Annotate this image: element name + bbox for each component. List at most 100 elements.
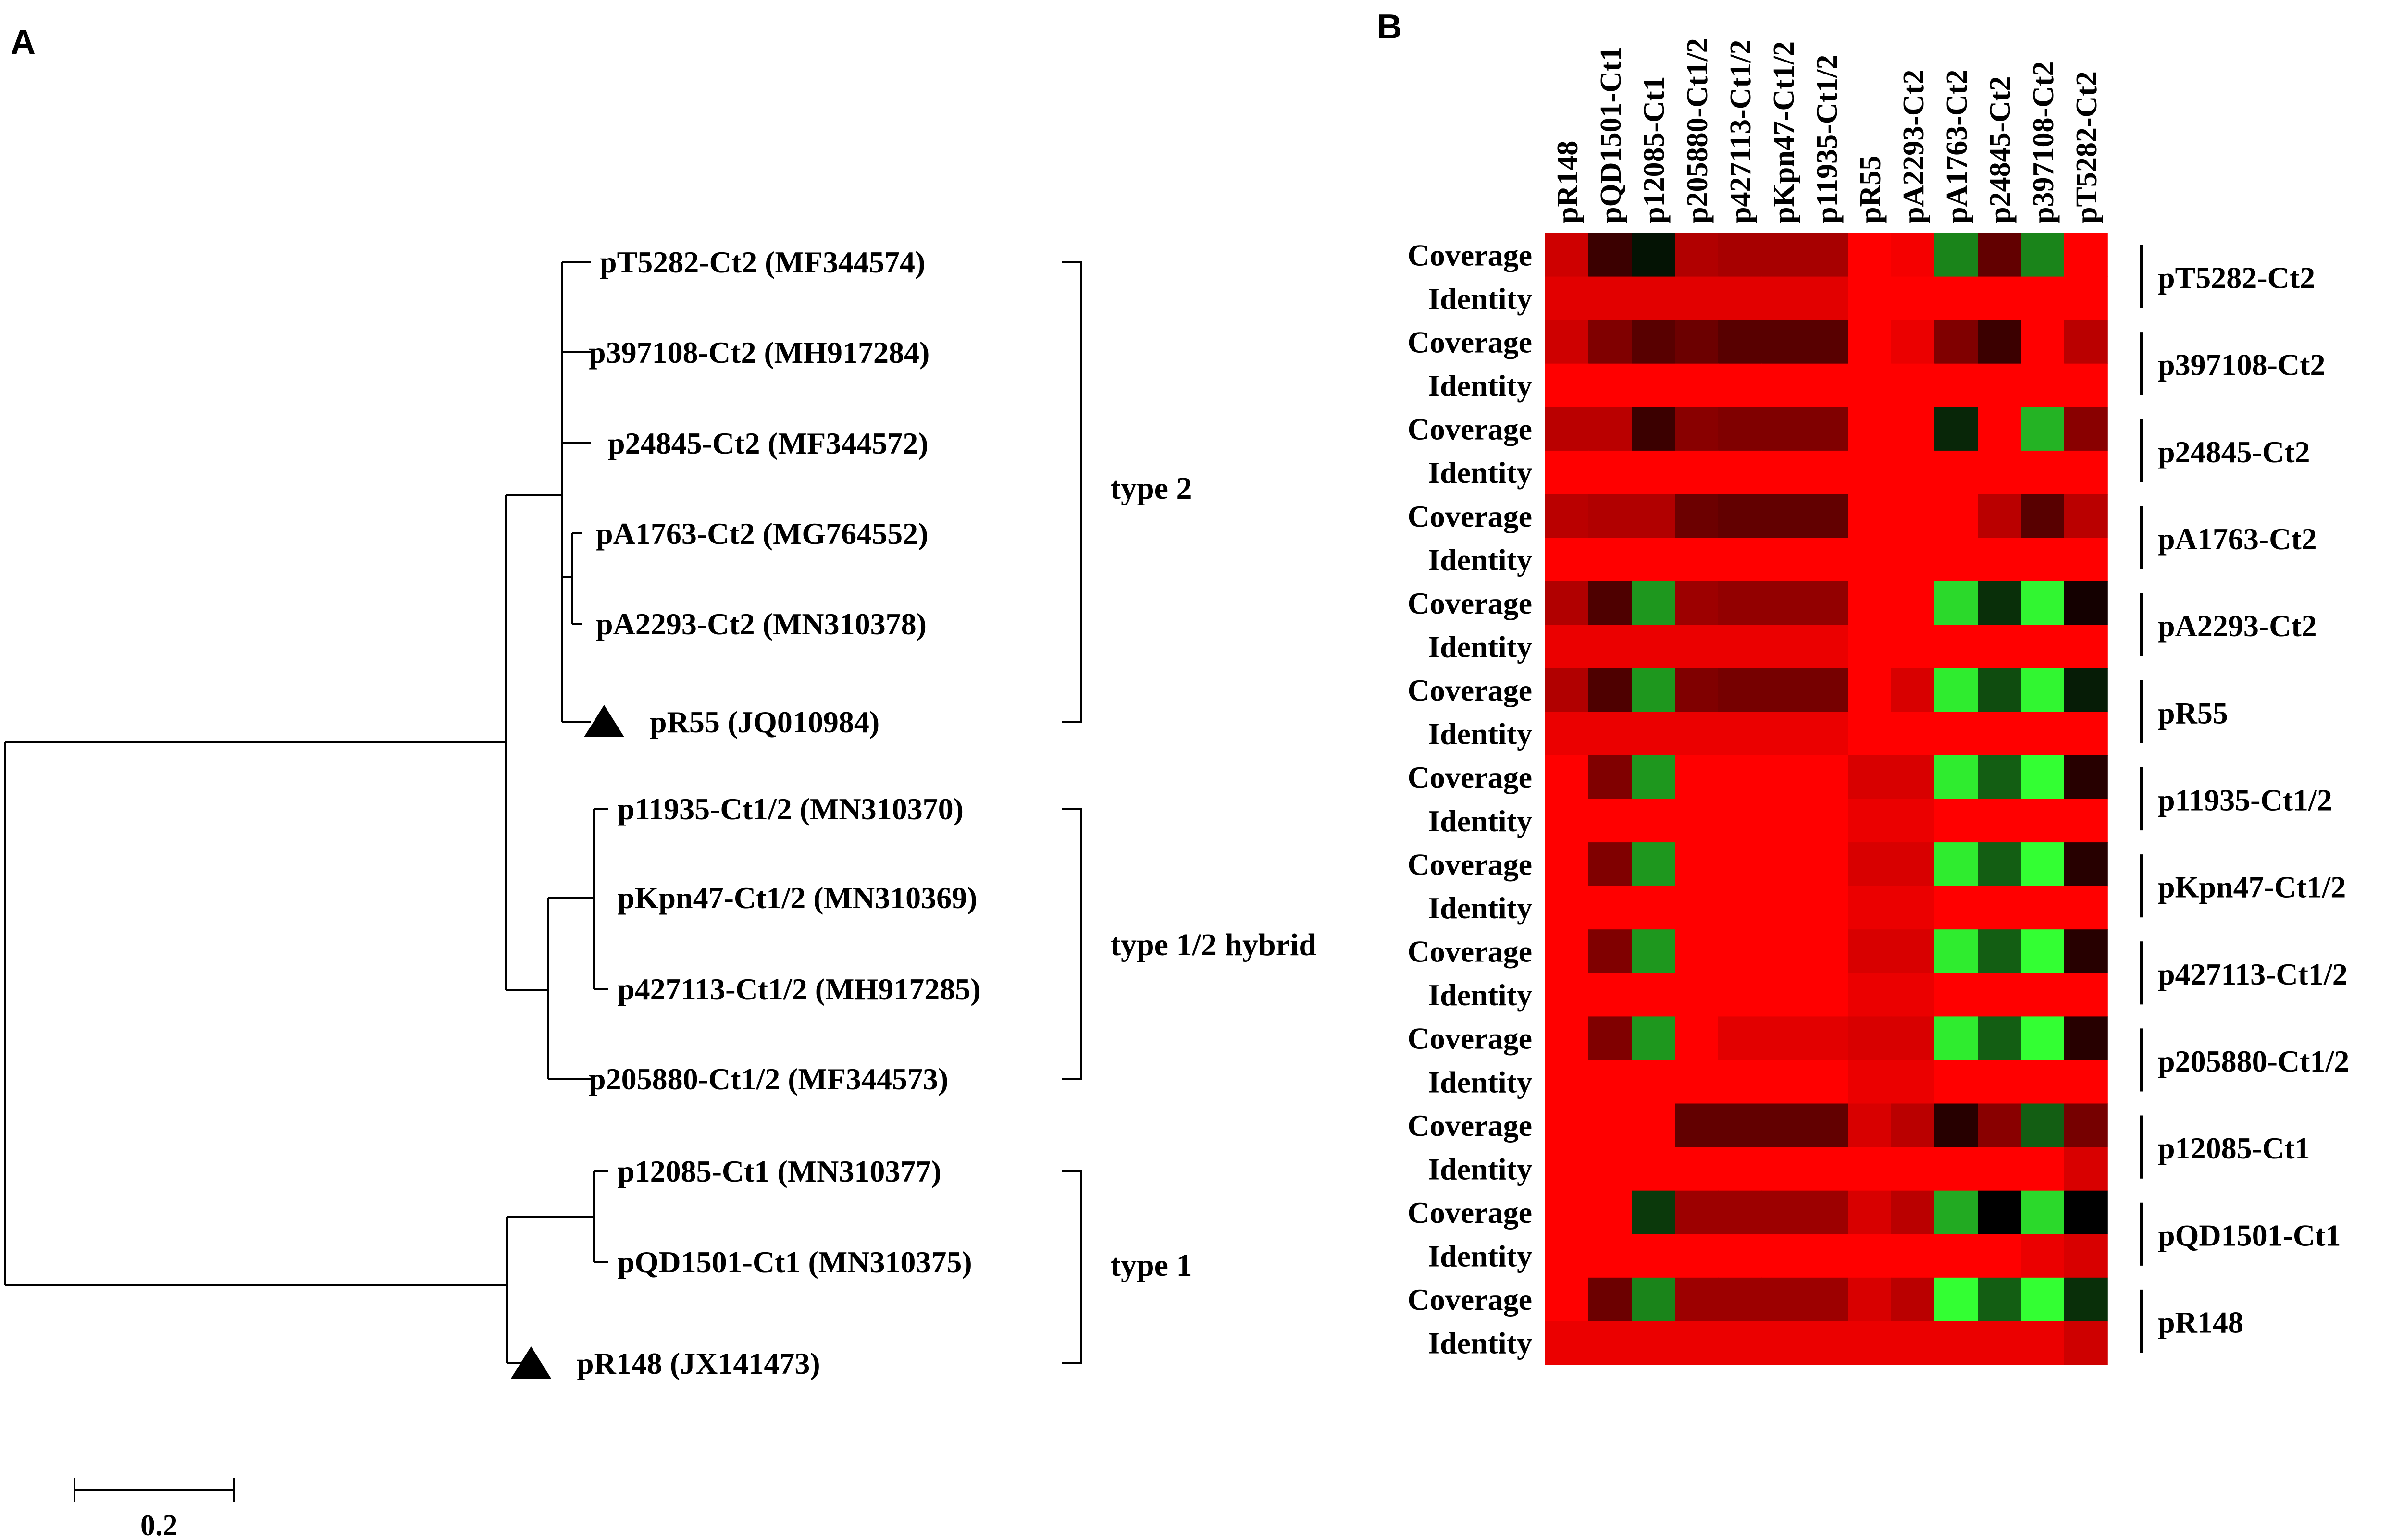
row-group-label: p427113-Ct1/2 xyxy=(2158,957,2348,991)
heatmap-cell xyxy=(1545,538,1589,582)
heatmap-cell xyxy=(1978,1147,2021,1191)
heatmap-cell xyxy=(1718,973,1762,1017)
row-group-label: pA2293-Ct2 xyxy=(2158,609,2317,643)
heatmap-cell xyxy=(1675,450,1719,495)
heatmap-cell xyxy=(1848,276,1892,320)
heatmap-cell xyxy=(1848,929,1892,973)
heatmap-cell xyxy=(1718,668,1762,713)
heatmap-cell xyxy=(1848,363,1892,408)
heatmap-cell xyxy=(1718,842,1762,887)
heatmap-cell xyxy=(1805,755,1848,800)
heatmap-cell xyxy=(1718,712,1762,756)
heatmap-cell xyxy=(1761,494,1805,538)
heatmap-cell xyxy=(2064,1321,2108,1365)
heatmap-cell xyxy=(2064,799,2108,843)
heatmap-cell xyxy=(2021,538,2065,582)
heatmap-cell xyxy=(1675,407,1719,451)
heatmap-cell xyxy=(2021,842,2065,887)
heatmap-cell xyxy=(1805,973,1848,1017)
heatmap-cell xyxy=(1934,1277,1978,1322)
heatmap-metric-label: Coverage xyxy=(1408,1022,1532,1056)
heatmap-cell xyxy=(1718,755,1762,800)
heatmap-cell xyxy=(1545,668,1589,713)
heatmap-cell xyxy=(2021,1190,2065,1235)
heatmap-cell xyxy=(1848,842,1892,887)
heatmap-cell xyxy=(1718,1103,1762,1147)
heatmap-cell xyxy=(2064,929,2108,973)
heatmap-metric-label: Identity xyxy=(1428,717,1532,751)
heatmap-column-label: p205880-Ct1/2 xyxy=(1681,38,1714,223)
heatmap-cell xyxy=(1545,625,1589,669)
heatmap-cell xyxy=(1848,407,1892,451)
heatmap-cell xyxy=(2064,494,2108,538)
row-group-label: p24845-Ct2 xyxy=(2158,435,2310,469)
heatmap-cell xyxy=(1848,1016,1892,1060)
heatmap-cell xyxy=(1891,320,1935,364)
heatmap-cell xyxy=(1978,886,2021,930)
heatmap-cell xyxy=(1718,363,1762,408)
heatmap-cell xyxy=(1978,973,2021,1017)
heatmap-cell xyxy=(1891,799,1935,843)
heatmap-cell xyxy=(1718,276,1762,320)
heatmap-cell xyxy=(1891,1234,1935,1278)
heatmap-cell xyxy=(1934,712,1978,756)
heatmap-cell xyxy=(1545,233,1589,277)
heatmap-cell xyxy=(1891,886,1935,930)
heatmap-cell xyxy=(1588,1234,1632,1278)
heatmap-cell xyxy=(1761,668,1805,713)
heatmap-cell xyxy=(1934,668,1978,713)
heatmap-cell xyxy=(1632,1016,1675,1060)
panel-b-heatmap: B pR148 pQD1501-Ct1 p12085-Ct1 p205880-Ct1/… xyxy=(1377,8,2349,1365)
heatmap-cell xyxy=(1632,799,1675,843)
row-group-label: pA1763-Ct2 xyxy=(2158,522,2317,556)
heatmap-cell xyxy=(1675,320,1719,364)
heatmap-cell xyxy=(1632,755,1675,800)
heatmap-cell xyxy=(2021,1103,2065,1147)
heatmap-cell xyxy=(1848,1060,1892,1104)
heatmap-cell xyxy=(1761,799,1805,843)
heatmap-cell xyxy=(1588,538,1632,582)
heatmap-cell xyxy=(1632,494,1675,538)
heatmap-cell xyxy=(1632,450,1675,495)
heatmap-cell xyxy=(1588,1277,1632,1322)
heatmap-cell xyxy=(2021,450,2065,495)
heatmap-column-label: pA2293-Ct2 xyxy=(1897,70,1930,223)
heatmap-cell xyxy=(1632,886,1675,930)
heatmap-cell xyxy=(1805,276,1848,320)
heatmap-column-label: p427113-Ct1/2 xyxy=(1724,40,1757,223)
heatmap-cell xyxy=(1805,1321,1848,1365)
heatmap-cell xyxy=(1675,1147,1719,1191)
heatmap-cell xyxy=(1545,1060,1589,1104)
heatmap-cell xyxy=(1978,625,2021,669)
group-label-type1: type 1 xyxy=(1110,1248,1192,1283)
heatmap-cell xyxy=(1632,276,1675,320)
heatmap-cell xyxy=(1761,1277,1805,1322)
heatmap-cell xyxy=(1545,799,1589,843)
heatmap-cell xyxy=(1632,363,1675,408)
heatmap-cell xyxy=(2021,363,2065,408)
heatmap-metric-label: Coverage xyxy=(1408,760,1532,794)
heatmap-cell xyxy=(1761,625,1805,669)
heatmap-cell xyxy=(1718,581,1762,625)
heatmap-cell xyxy=(1588,668,1632,713)
heatmap-cell xyxy=(1848,668,1892,713)
heatmap-cell xyxy=(1891,929,1935,973)
heatmap-cell xyxy=(2064,538,2108,582)
heatmap-cell xyxy=(1718,1190,1762,1235)
heatmap-cell xyxy=(1761,1103,1805,1147)
heatmap-column-labels: pR148 pQD1501-Ct1 p12085-Ct1 p205880-Ct1/2 p… xyxy=(1551,38,2103,223)
heatmap-metric-label: Identity xyxy=(1428,804,1532,838)
tree-tip-label: pA1763-Ct2 (MG764552) xyxy=(596,517,928,551)
heatmap-cell xyxy=(1675,1016,1719,1060)
heatmap-cell xyxy=(1891,1277,1935,1322)
heatmap-cell xyxy=(1632,712,1675,756)
heatmap-cell xyxy=(1588,625,1632,669)
heatmap-metric-label: Coverage xyxy=(1408,1282,1532,1317)
heatmap-cell xyxy=(1805,407,1848,451)
heatmap-cell xyxy=(1761,363,1805,408)
row-group-label: pT5282-Ct2 xyxy=(2158,261,2315,295)
row-group-label: p205880-Ct1/2 xyxy=(2158,1044,2349,1078)
heatmap-cell xyxy=(1978,668,2021,713)
heatmap-cell xyxy=(2064,276,2108,320)
heatmap-metric-label: Coverage xyxy=(1408,238,1532,272)
